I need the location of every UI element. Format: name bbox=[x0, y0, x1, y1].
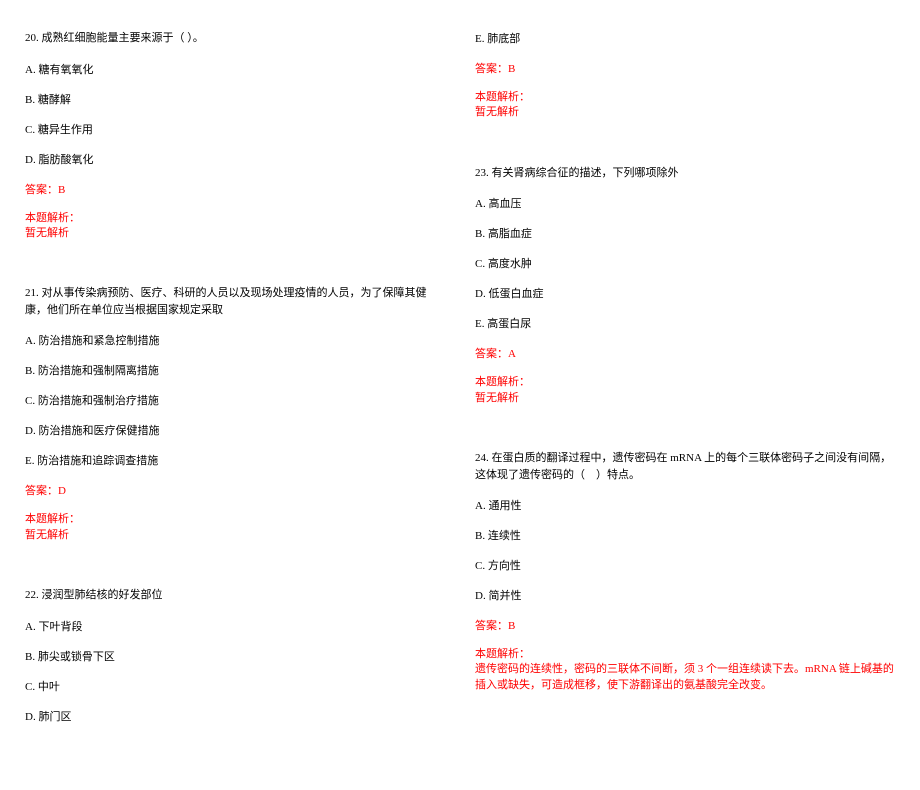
question-23-analysis-label: 本题解析： bbox=[475, 375, 895, 390]
question-22-analysis-label: 本题解析： bbox=[475, 90, 895, 105]
question-24-option-c: C. 方向性 bbox=[475, 557, 895, 573]
question-22-continued: E. 肺底部 答案：B 本题解析： 暂无解析 bbox=[475, 30, 895, 143]
question-23-option-d: D. 低蛋白血症 bbox=[475, 285, 895, 301]
question-24-analysis-text: 遗传密码的连续性，密码的三联体不间断，须 3 个一组连续读下去。mRNA 链上碱… bbox=[475, 662, 895, 693]
question-22-analysis-text: 暂无解析 bbox=[475, 105, 895, 120]
question-22-answer: 答案：B bbox=[475, 60, 895, 76]
question-20: 20. 成熟红细胞能量主要来源于（ ）。 A. 糖有氧氧化 B. 糖酵解 C. … bbox=[25, 30, 445, 263]
question-24-option-a: A. 通用性 bbox=[475, 497, 895, 513]
question-20-option-b: B. 糖酵解 bbox=[25, 91, 445, 107]
question-22-option-e: E. 肺底部 bbox=[475, 30, 895, 46]
question-21-analysis: 本题解析： 暂无解析 bbox=[25, 512, 445, 543]
question-24-analysis: 本题解析： 遗传密码的连续性，密码的三联体不间断，须 3 个一组连续读下去。mR… bbox=[475, 647, 895, 693]
question-20-option-d: D. 脂肪酸氧化 bbox=[25, 151, 445, 167]
question-24-option-b: B. 连续性 bbox=[475, 527, 895, 543]
question-23-answer: 答案：A bbox=[475, 345, 895, 361]
question-21-option-c: C. 防治措施和强制治疗措施 bbox=[25, 392, 445, 408]
question-24-analysis-label: 本题解析： bbox=[475, 647, 895, 662]
question-24-text: 24. 在蛋白质的翻译过程中，遗传密码在 mRNA 上的每个三联体密码子之间没有… bbox=[475, 450, 895, 483]
question-24: 24. 在蛋白质的翻译过程中，遗传密码在 mRNA 上的每个三联体密码子之间没有… bbox=[475, 450, 895, 715]
question-21-analysis-label: 本题解析： bbox=[25, 512, 445, 527]
question-21-analysis-text: 暂无解析 bbox=[25, 528, 445, 543]
question-22-option-d: D. 肺门区 bbox=[25, 708, 445, 724]
question-20-analysis-text: 暂无解析 bbox=[25, 226, 445, 241]
question-21-text: 21. 对从事传染病预防、医疗、科研的人员以及现场处理疫情的人员，为了保障其健康… bbox=[25, 285, 445, 318]
question-24-answer: 答案：B bbox=[475, 617, 895, 633]
right-column: E. 肺底部 答案：B 本题解析： 暂无解析 23. 有关肾病综合征的描述，下列… bbox=[475, 30, 895, 760]
question-20-analysis-label: 本题解析： bbox=[25, 211, 445, 226]
question-20-text: 20. 成熟红细胞能量主要来源于（ ）。 bbox=[25, 30, 445, 47]
question-22-option-b: B. 肺尖或锁骨下区 bbox=[25, 648, 445, 664]
question-23-option-a: A. 高血压 bbox=[475, 195, 895, 211]
question-22-analysis: 本题解析： 暂无解析 bbox=[475, 90, 895, 121]
question-22-text: 22. 浸润型肺结核的好发部位 bbox=[25, 587, 445, 604]
question-21-option-d: D. 防治措施和医疗保健措施 bbox=[25, 422, 445, 438]
question-24-option-d: D. 简并性 bbox=[475, 587, 895, 603]
question-21-option-e: E. 防治措施和追踪调查措施 bbox=[25, 452, 445, 468]
question-20-option-c: C. 糖异生作用 bbox=[25, 121, 445, 137]
question-23-analysis-text: 暂无解析 bbox=[475, 391, 895, 406]
question-21: 21. 对从事传染病预防、医疗、科研的人员以及现场处理疫情的人员，为了保障其健康… bbox=[25, 285, 445, 565]
question-21-option-a: A. 防治措施和紧急控制措施 bbox=[25, 332, 445, 348]
question-20-analysis: 本题解析： 暂无解析 bbox=[25, 211, 445, 242]
question-23-option-e: E. 高蛋白尿 bbox=[475, 315, 895, 331]
question-23-analysis: 本题解析： 暂无解析 bbox=[475, 375, 895, 406]
question-20-answer: 答案：B bbox=[25, 181, 445, 197]
question-23: 23. 有关肾病综合征的描述，下列哪项除外 A. 高血压 B. 高脂血症 C. … bbox=[475, 165, 895, 428]
question-21-answer: 答案：D bbox=[25, 482, 445, 498]
question-20-option-a: A. 糖有氧氧化 bbox=[25, 61, 445, 77]
question-23-option-b: B. 高脂血症 bbox=[475, 225, 895, 241]
question-23-option-c: C. 高度水肿 bbox=[475, 255, 895, 271]
question-22-option-a: A. 下叶背段 bbox=[25, 618, 445, 634]
question-23-text: 23. 有关肾病综合征的描述，下列哪项除外 bbox=[475, 165, 895, 182]
question-22-option-c: C. 中叶 bbox=[25, 678, 445, 694]
left-column: 20. 成熟红细胞能量主要来源于（ ）。 A. 糖有氧氧化 B. 糖酵解 C. … bbox=[25, 30, 445, 760]
question-21-option-b: B. 防治措施和强制隔离措施 bbox=[25, 362, 445, 378]
question-22: 22. 浸润型肺结核的好发部位 A. 下叶背段 B. 肺尖或锁骨下区 C. 中叶… bbox=[25, 587, 445, 738]
document-container: 20. 成熟红细胞能量主要来源于（ ）。 A. 糖有氧氧化 B. 糖酵解 C. … bbox=[0, 0, 920, 790]
